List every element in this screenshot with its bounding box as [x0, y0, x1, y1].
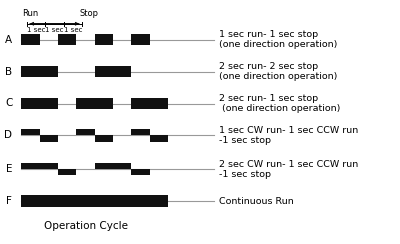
Text: 2 sec run- 1 sec stop
 (one direction operation): 2 sec run- 1 sec stop (one direction ope…: [220, 94, 341, 113]
Text: 2 sec run- 2 sec stop
(one direction operation): 2 sec run- 2 sec stop (one direction ope…: [220, 62, 338, 81]
Bar: [132, 98, 168, 109]
Bar: [22, 98, 58, 109]
Bar: [40, 135, 58, 142]
Text: Stop: Stop: [79, 9, 98, 18]
Bar: [58, 34, 76, 45]
Bar: [58, 169, 76, 175]
Bar: [22, 34, 40, 45]
Text: 1 sec: 1 sec: [64, 27, 82, 33]
Bar: [76, 98, 113, 109]
Text: E: E: [6, 164, 12, 174]
Text: 1 sec: 1 sec: [45, 27, 64, 33]
Bar: [132, 129, 150, 135]
Text: 2 sec CW run- 1 sec CCW run
-1 sec stop: 2 sec CW run- 1 sec CCW run -1 sec stop: [220, 160, 359, 179]
Text: D: D: [4, 130, 12, 140]
Text: F: F: [6, 196, 12, 206]
Bar: [132, 169, 150, 175]
Bar: [95, 163, 132, 169]
Bar: [150, 135, 168, 142]
Text: 1 sec: 1 sec: [27, 27, 45, 33]
Bar: [22, 163, 58, 169]
Bar: [132, 34, 150, 45]
Bar: [95, 66, 132, 77]
Text: B: B: [5, 67, 12, 77]
Bar: [22, 129, 40, 135]
Text: 1 sec run- 1 sec stop
(one direction operation): 1 sec run- 1 sec stop (one direction ope…: [220, 30, 338, 50]
Text: C: C: [5, 99, 12, 109]
Bar: [76, 129, 95, 135]
Text: Continuous Run: Continuous Run: [220, 197, 294, 206]
Text: Operation Cycle: Operation Cycle: [44, 221, 128, 231]
Text: Run: Run: [22, 9, 39, 18]
Text: 1 sec CW run- 1 sec CCW run
-1 sec stop: 1 sec CW run- 1 sec CCW run -1 sec stop: [220, 126, 359, 145]
Bar: [22, 195, 168, 207]
Bar: [95, 135, 113, 142]
Bar: [95, 34, 113, 45]
Bar: [22, 66, 58, 77]
Text: A: A: [5, 35, 12, 45]
